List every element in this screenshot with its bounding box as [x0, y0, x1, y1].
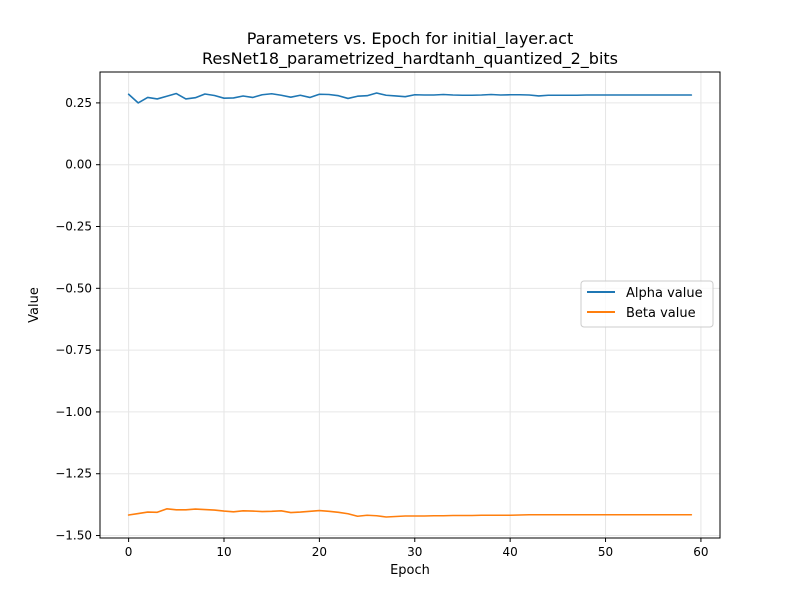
y-tick-label: −0.75	[55, 343, 92, 357]
y-tick-label: 0.25	[65, 96, 92, 110]
y-axis-label: Value	[27, 287, 42, 323]
legend: Alpha value Beta value	[580, 280, 714, 328]
x-axis-label: Epoch	[390, 563, 430, 578]
chart-title-line1: Parameters vs. Epoch for initial_layer.a…	[247, 29, 573, 49]
legend-label-alpha: Alpha value	[626, 286, 703, 301]
x-tick-label: 60	[693, 545, 708, 559]
x-tick-label: 30	[407, 545, 422, 559]
y-tick-label: −1.25	[55, 467, 92, 481]
x-tick-label: 20	[312, 545, 327, 559]
x-tick-label: 0	[125, 545, 133, 559]
y-tick-label: −0.25	[55, 220, 92, 234]
series-lines	[127, 92, 693, 518]
y-tick-label: −0.50	[55, 281, 92, 295]
series-line-alpha	[127, 92, 693, 104]
legend-label-beta: Beta value	[626, 306, 696, 321]
y-tick-label: −1.00	[55, 405, 92, 419]
plot-area-frame	[99, 71, 721, 539]
x-axis-ticks: 0 10 20 30 40 50 60	[125, 538, 709, 559]
x-tick-label: 50	[598, 545, 613, 559]
series-line-beta	[127, 508, 693, 518]
x-tick-label: 10	[216, 545, 231, 559]
x-tick-label: 40	[503, 545, 518, 559]
y-tick-label: −1.50	[55, 529, 92, 543]
y-axis-ticks: 0.25 0.00 −0.25 −0.50 −0.75 −1.00 −1.25 −1.50	[55, 96, 100, 543]
y-tick-label: 0.00	[65, 158, 92, 172]
chart-title-line2: ResNet18_parametrized_hardtanh_quantized…	[202, 49, 618, 69]
